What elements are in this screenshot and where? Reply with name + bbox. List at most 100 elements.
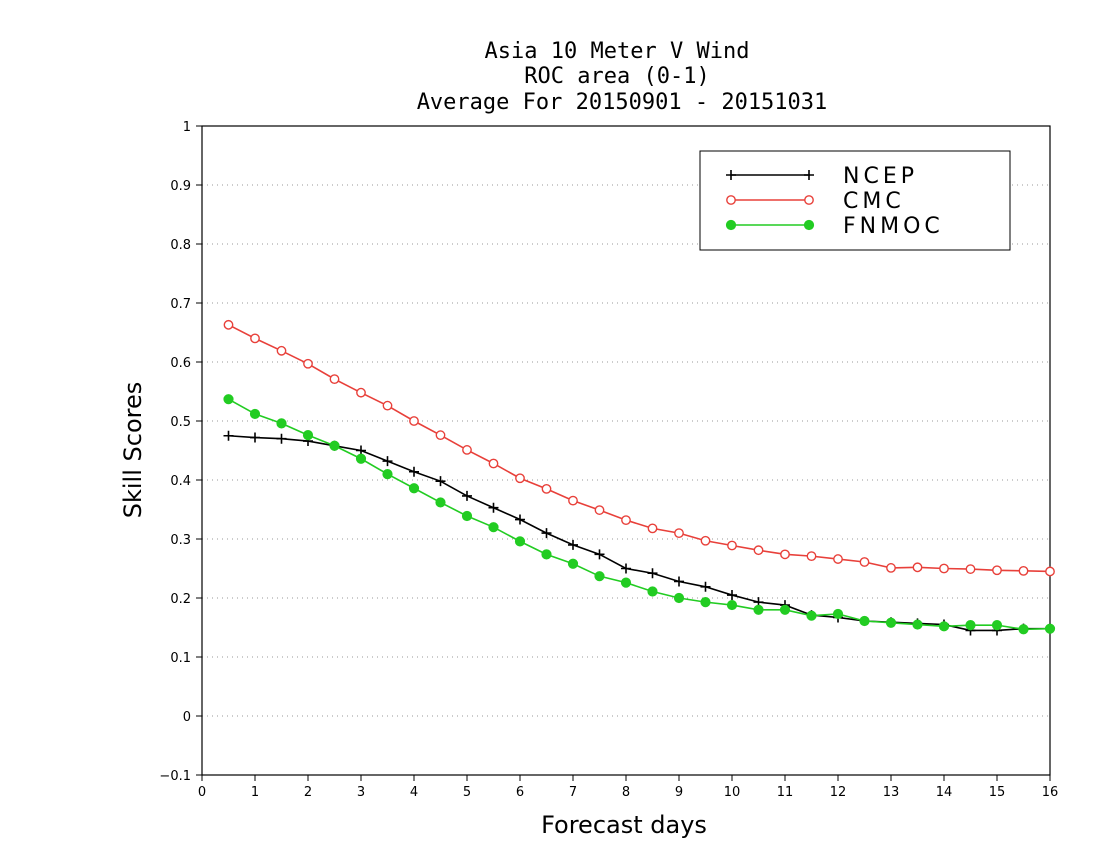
- series-cmc-point: [833, 554, 843, 564]
- series-fnmoc-point: [488, 522, 499, 533]
- series-cmc-point: [382, 400, 393, 411]
- series-cmc-point: [992, 565, 1002, 576]
- series-cmc-point: [541, 483, 552, 494]
- y-tick-label: 0.6: [170, 356, 191, 371]
- series-fnmoc-point: [620, 577, 632, 588]
- y-tick-label: 0.4: [170, 474, 191, 489]
- series-fnmoc-line: [228, 398, 1051, 631]
- series-cmc-point: [515, 473, 525, 484]
- series-fnmoc-point: [673, 592, 685, 604]
- series-cmc-point: [250, 333, 260, 344]
- series-fnmoc-point: [249, 408, 261, 420]
- series-cmc-point: [806, 551, 817, 562]
- chart-title-line-2: ROC area (0-1): [524, 64, 709, 89]
- series-cmc-point: [329, 374, 340, 385]
- data-series: [223, 319, 1056, 636]
- y-tick-label: 0.3: [170, 533, 191, 548]
- series-cmc-point: [780, 549, 790, 560]
- series-cmc-point: [886, 563, 896, 573]
- series-fnmoc-point: [700, 597, 711, 608]
- y-tick-label: 0.8: [170, 238, 191, 253]
- series-ncep-point: [276, 433, 287, 444]
- series-fnmoc-point: [355, 453, 367, 464]
- x-tick-label: 2: [304, 785, 312, 800]
- y-tick-label: 0.7: [170, 297, 191, 312]
- series-fnmoc-point: [329, 440, 340, 451]
- y-tick-label: −0.1: [159, 769, 191, 784]
- x-tick-label: 16: [1042, 785, 1059, 800]
- series-ncep-point: [462, 490, 472, 501]
- x-tick-label: 0: [198, 785, 206, 800]
- series-ncep-point: [674, 576, 684, 587]
- legend-fnmoc-label: FNMOC: [843, 214, 944, 239]
- y-tick-label: 0.1: [170, 651, 191, 666]
- series-cmc-point: [939, 563, 949, 574]
- series-ncep-point: [409, 466, 419, 477]
- series-cmc-point: [965, 564, 976, 574]
- series-fnmoc-point: [541, 549, 552, 560]
- series-ncep-point: [621, 563, 631, 574]
- y-tick-label: 0.9: [170, 179, 191, 194]
- x-tick-label: 5: [463, 785, 471, 800]
- series-ncep-point: [223, 430, 234, 441]
- y-axis-label: Skill Scores: [119, 382, 147, 519]
- y-tick-label: 0.2: [170, 592, 191, 607]
- series-fnmoc-point: [859, 615, 870, 627]
- series-ncep-point: [435, 476, 446, 487]
- series-ncep-point: [568, 539, 578, 550]
- gridlines: [202, 184, 1050, 717]
- series-cmc-point: [462, 445, 472, 455]
- x-tick-label: 15: [989, 785, 1006, 800]
- series-cmc-point: [568, 495, 578, 506]
- legend-ncep-label: NCEP: [843, 164, 918, 189]
- series-fnmoc-point: [1044, 623, 1056, 634]
- series-ncep-point: [647, 568, 658, 579]
- series-fnmoc-point: [1018, 624, 1029, 635]
- series-fnmoc-point: [461, 510, 473, 522]
- series-fnmoc-point: [276, 418, 287, 429]
- series-cmc-point: [674, 528, 684, 538]
- x-tick-label: 7: [569, 785, 577, 800]
- legend-fnmoc-marker-start: [725, 219, 737, 231]
- legend-ncep-marker-start: [726, 170, 736, 180]
- series-cmc-point: [223, 319, 234, 330]
- series-fnmoc-point: [514, 536, 526, 547]
- series-fnmoc-point: [965, 620, 976, 631]
- x-axis-label: Forecast days: [541, 811, 707, 839]
- legend-ncep-marker-end: [804, 170, 814, 180]
- x-tick-label: 4: [410, 785, 418, 800]
- legend-cmc-marker-end: [804, 195, 814, 205]
- series-fnmoc-point: [408, 483, 420, 494]
- series-cmc-point: [859, 557, 870, 567]
- x-tick-label: 9: [675, 785, 683, 800]
- series-cmc-point: [1045, 566, 1055, 577]
- legend-cmc-marker-start: [726, 195, 736, 205]
- y-tick-label: 0.5: [170, 415, 191, 430]
- x-tick-label: 14: [936, 785, 953, 800]
- series-fnmoc-point: [647, 586, 658, 597]
- series-cmc-point: [1018, 565, 1029, 576]
- x-tick-label: 11: [777, 785, 794, 800]
- series-ncep-point: [594, 549, 605, 560]
- series-fnmoc-point: [806, 610, 817, 621]
- series-fnmoc-point: [938, 621, 950, 632]
- series-ncep-point: [382, 456, 393, 467]
- series-ncep: [223, 430, 1055, 636]
- series-cmc-point: [912, 562, 923, 573]
- series-cmc-point: [647, 523, 658, 534]
- y-tick-label: 1: [183, 120, 191, 135]
- series-fnmoc-point: [223, 394, 234, 405]
- x-tick-label: 3: [357, 785, 365, 800]
- x-tick-label: 13: [883, 785, 900, 800]
- series-fnmoc-point: [594, 571, 605, 582]
- series-fnmoc-point: [912, 619, 923, 630]
- series-ncep-point: [250, 432, 260, 443]
- series-cmc-point: [303, 358, 313, 369]
- series-fnmoc-point: [779, 604, 791, 615]
- series-cmc-point: [435, 430, 446, 441]
- axis-ticks: −0.100.10.20.30.40.50.60.70.80.910 1 2 3 4 5 6…: [159, 120, 1058, 800]
- series-ncep-point: [488, 502, 499, 513]
- legend-cmc-label: CMC: [843, 189, 905, 214]
- series-cmc-point: [594, 505, 605, 515]
